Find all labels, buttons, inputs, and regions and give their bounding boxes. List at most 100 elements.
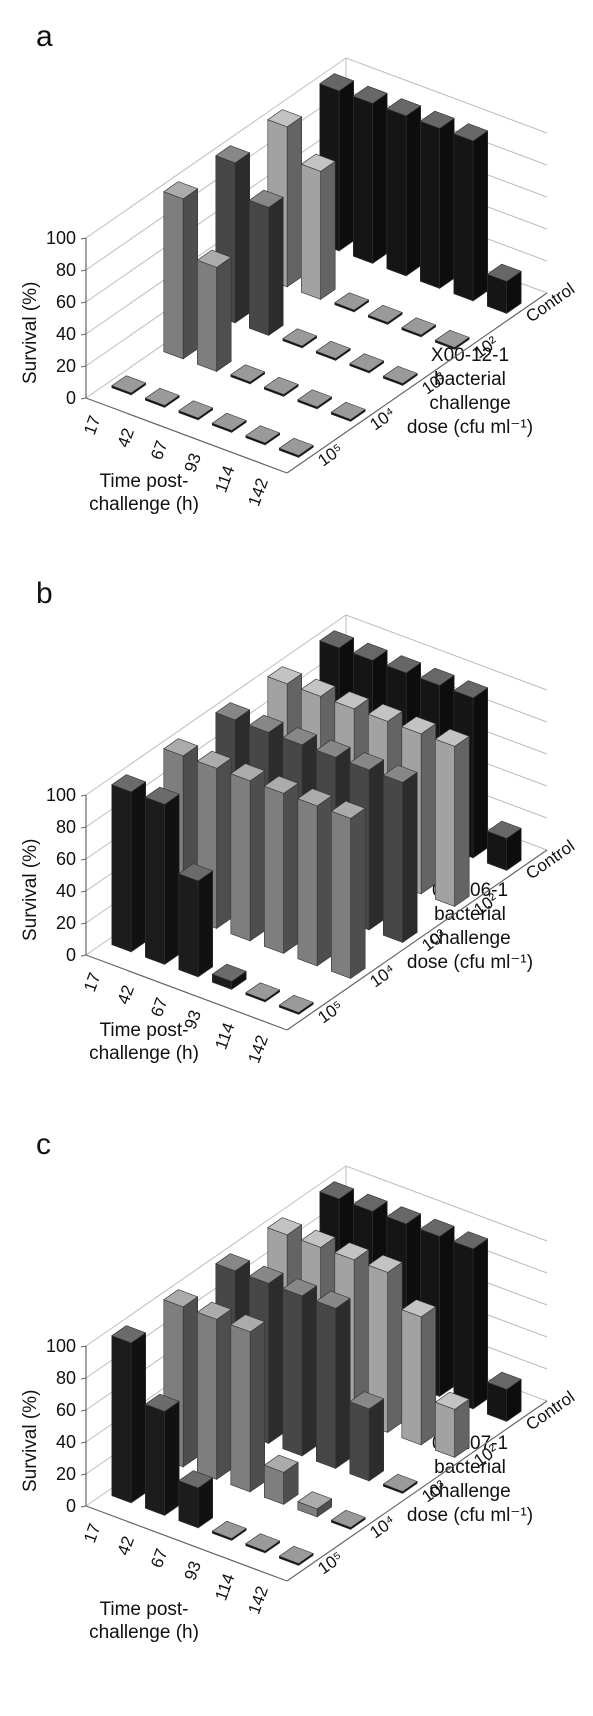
bar-face: [315, 1300, 337, 1469]
dose-tick-label: 10³: [418, 368, 449, 398]
x-tick-label: 114: [211, 463, 238, 495]
dose-tick-label: Control: [522, 836, 578, 883]
x-axis-title-line2: challenge (h): [89, 1043, 199, 1064]
dose-tick-label: 10³: [418, 925, 449, 955]
bar-top: [196, 1301, 232, 1320]
dose-tick-label: 10⁴: [366, 404, 398, 435]
bar-top: [196, 750, 232, 769]
bar-top: [248, 189, 284, 208]
y-tick-label: 80: [56, 817, 76, 837]
bar-top: [163, 738, 199, 757]
bar-top: [178, 1470, 214, 1489]
bar-side: [439, 117, 455, 289]
bar: [367, 304, 403, 325]
bar-face: [434, 738, 456, 907]
bar-side: [234, 152, 250, 324]
panel-label: b: [36, 577, 53, 610]
y-tick-mark: [80, 858, 87, 861]
bar-face: [263, 785, 285, 954]
dose-title-line3: challenge: [429, 928, 511, 949]
dose-title-line4: dose (cfu ml⁻¹): [406, 952, 534, 973]
bar-face: [382, 774, 404, 943]
bar-side: [249, 770, 266, 942]
bar: [263, 1454, 299, 1505]
bar-face: [145, 796, 165, 965]
bar: [196, 1301, 232, 1480]
x-tick-label: 17: [80, 1521, 104, 1545]
bar-side: [249, 1321, 266, 1493]
bar: [178, 863, 214, 978]
y-tick-label: 100: [46, 228, 76, 248]
chart-panel-c: c Survival (%) Time post- challenge (h) …: [0, 1108, 593, 1678]
bar-face: [249, 199, 270, 336]
bar-side: [197, 870, 213, 978]
y-tick-label: 100: [46, 785, 76, 805]
bar-top: [300, 153, 336, 172]
bar-top: [319, 73, 355, 92]
bar-top: [453, 1231, 489, 1250]
bar-top: [401, 1299, 437, 1318]
bar-top: [367, 1254, 403, 1273]
dose-tick-label: 10⁵: [314, 997, 346, 1027]
bar-face: [297, 798, 318, 967]
x-tick-label: 67: [147, 438, 171, 462]
bar-top: [163, 181, 199, 200]
bar-top: [330, 401, 366, 420]
x-axis-title: Time post- challenge (h): [64, 1019, 224, 1065]
bar-side: [420, 1306, 437, 1446]
bar: [163, 1289, 199, 1468]
y-tick-label: 20: [56, 913, 76, 933]
bar-top: [215, 702, 251, 721]
bar-side: [405, 105, 422, 277]
x-tick-label: 93: [181, 1008, 205, 1032]
y-tick-mark: [80, 1441, 87, 1444]
bar: [211, 963, 247, 990]
x-tick-label: 42: [114, 426, 138, 450]
bar: [230, 364, 266, 385]
bar-face: [352, 95, 374, 264]
bar-top: [245, 982, 281, 1001]
bar-top: [248, 1265, 284, 1284]
y-tick-mark: [80, 1409, 87, 1412]
x-axis-line: [85, 1505, 288, 1582]
bar-top: [453, 123, 489, 142]
bar-face: [230, 1324, 251, 1493]
bar-side: [350, 807, 366, 979]
bar-top: [267, 1217, 303, 1236]
bar: [434, 728, 470, 907]
bar: [248, 189, 284, 336]
bar-side: [316, 795, 333, 967]
bar-side: [268, 1272, 284, 1444]
bar-top: [300, 1229, 336, 1248]
bar-side: [320, 160, 336, 300]
bar: [382, 1473, 418, 1494]
panel-label: c: [36, 1128, 51, 1161]
bar-top: [211, 1520, 247, 1539]
bar-side: [368, 1398, 385, 1482]
x-axis-line: [85, 954, 288, 1031]
bar-top: [144, 786, 180, 805]
bar-top: [211, 963, 247, 982]
y-tick-mark: [80, 826, 87, 829]
bar-top: [263, 775, 299, 794]
bar-side: [182, 188, 198, 360]
bar: [297, 1491, 333, 1518]
bar-top: [367, 703, 403, 722]
y-tick-mark: [80, 954, 87, 957]
bar-face: [419, 120, 441, 289]
dose-axis-title: 06-106-1 bacterial challenge dose (cfu m…: [380, 879, 560, 975]
bar-face: [111, 1335, 132, 1504]
dose-title-line4: dose (cfu ml⁻¹): [406, 1505, 534, 1526]
bar-top: [215, 145, 251, 164]
y-tick-mark: [80, 1505, 87, 1508]
bar: [315, 1290, 351, 1469]
bar-top: [382, 764, 418, 783]
bar-top: [263, 376, 299, 395]
bar-top: [486, 820, 522, 839]
bar-face: [197, 1311, 217, 1480]
bar: [211, 412, 247, 433]
bar-top: [230, 364, 266, 383]
dose-title-line2: bacterial: [434, 369, 506, 390]
bars: [111, 1181, 522, 1566]
bar-top: [319, 630, 355, 649]
